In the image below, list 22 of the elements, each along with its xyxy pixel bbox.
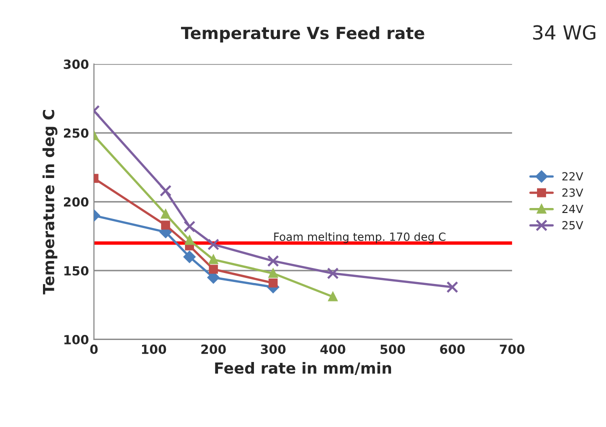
y-tick-label: 300 (64, 60, 88, 69)
x-tick-label: 0 (90, 344, 98, 354)
y-axis-title: Temperature in deg C (42, 110, 58, 294)
x-tick-label: 400 (320, 344, 346, 354)
text: 34 WG (533, 25, 596, 40)
legend-label: 22V (562, 172, 584, 180)
ref-line-label: Foam melting temp. 170 deg C (274, 232, 446, 244)
legend-label: 24V (562, 204, 584, 213)
legend-label: 23V (562, 188, 584, 197)
y-tick-label: 100 (64, 334, 88, 344)
y-tick-label: 150 (64, 266, 88, 276)
x-tick-label: 700 (500, 344, 525, 354)
x-tick-label: 300 (260, 344, 286, 354)
x-tick-label: 500 (380, 344, 406, 354)
x-tick-label: 100 (142, 344, 166, 354)
y-tick-label: 200 (64, 197, 88, 207)
y-tick-label: 250 (64, 128, 88, 138)
legend-label: 25V (562, 221, 584, 230)
x-axis-title: Feed rate in mm/min (215, 362, 392, 376)
x-tick-label: 600 (440, 344, 465, 354)
chart-title: Temperature Vs Feed rate (181, 26, 424, 43)
x-tick-label: 200 (201, 344, 226, 354)
